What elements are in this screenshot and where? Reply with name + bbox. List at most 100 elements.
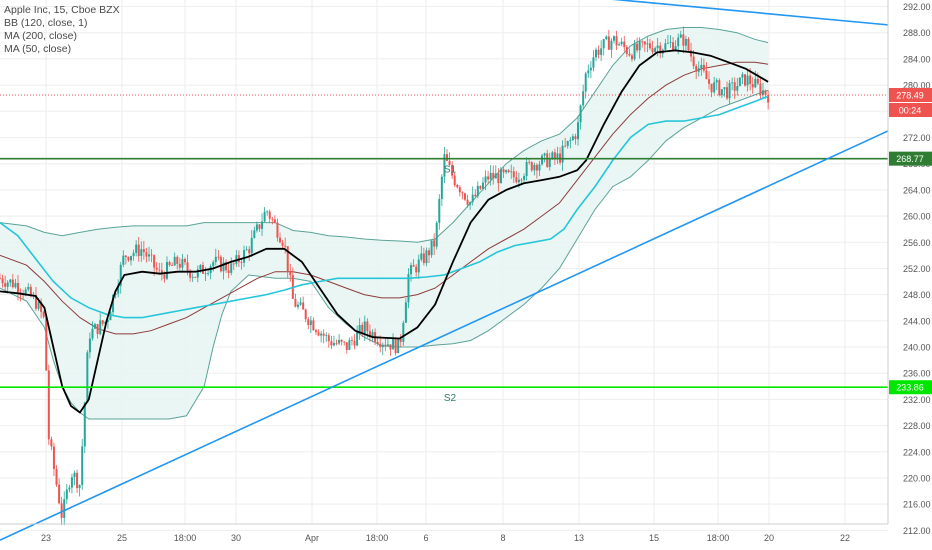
x-tick-label: 23 bbox=[41, 533, 51, 543]
candle-body bbox=[386, 344, 389, 346]
candle-body bbox=[135, 244, 138, 253]
x-tick-label: 30 bbox=[231, 533, 241, 543]
candle-body bbox=[746, 75, 749, 86]
candle-body bbox=[561, 145, 564, 163]
candle-body bbox=[165, 262, 168, 279]
x-tick-label: 18:00 bbox=[366, 533, 389, 543]
candle-body bbox=[589, 67, 592, 71]
candle-body bbox=[469, 202, 472, 205]
x-tick-label: 22 bbox=[840, 533, 850, 543]
bb-lower-line bbox=[0, 89, 769, 420]
candle-body bbox=[602, 39, 605, 49]
candle-body bbox=[227, 270, 230, 273]
candle-body bbox=[132, 252, 135, 256]
candle-body bbox=[109, 312, 112, 321]
candle-body bbox=[445, 154, 448, 161]
candle-body bbox=[636, 43, 639, 51]
candle-body bbox=[574, 136, 577, 140]
candle-body bbox=[761, 90, 764, 95]
candle-body bbox=[130, 255, 133, 261]
candle-body bbox=[181, 259, 184, 268]
candle-body bbox=[232, 263, 235, 265]
candle-body bbox=[366, 321, 369, 332]
candle-body bbox=[207, 273, 210, 274]
candle-body bbox=[345, 342, 348, 350]
candle-body bbox=[664, 43, 667, 50]
resistance-tag: 268.77 bbox=[896, 154, 924, 164]
candle-body bbox=[81, 446, 84, 486]
candle-body bbox=[142, 249, 145, 253]
candle-body bbox=[88, 338, 91, 353]
legend-bb[interactable]: BB (120, close, 1) bbox=[4, 17, 88, 29]
y-tick-label: 216.00 bbox=[903, 500, 931, 510]
legend-ma200[interactable]: MA (200, close) bbox=[4, 30, 77, 42]
y-tick-label: 212.00 bbox=[903, 526, 931, 536]
candle-body bbox=[0, 278, 1, 280]
candle-body bbox=[679, 34, 682, 38]
candle-body bbox=[309, 320, 312, 326]
candle-body bbox=[612, 36, 615, 41]
y-tick-label: 236.00 bbox=[903, 369, 931, 379]
candle-body bbox=[60, 503, 63, 518]
legend-ma50[interactable]: MA (50, close) bbox=[4, 43, 72, 55]
candle-body bbox=[16, 283, 19, 293]
candle-body bbox=[705, 70, 708, 80]
y-tick-label: 220.00 bbox=[903, 473, 931, 483]
candle-body bbox=[494, 173, 497, 179]
candle-body bbox=[582, 91, 585, 106]
candle-body bbox=[371, 332, 374, 337]
candle-body bbox=[122, 255, 125, 265]
y-tick-label: 232.00 bbox=[903, 395, 931, 405]
candle-body bbox=[296, 304, 299, 307]
candle-body bbox=[317, 332, 320, 336]
candle-body bbox=[350, 340, 353, 341]
candle-body bbox=[458, 187, 461, 193]
candle-body bbox=[767, 95, 770, 103]
candle-body bbox=[525, 161, 528, 177]
candle-body bbox=[451, 164, 454, 176]
candle-body bbox=[697, 68, 700, 72]
candle-body bbox=[361, 324, 364, 334]
candle-body bbox=[564, 145, 567, 147]
candle-body bbox=[754, 78, 757, 88]
y-tick-label: 248.00 bbox=[903, 290, 931, 300]
candle-body bbox=[160, 270, 163, 275]
candle-body bbox=[363, 321, 366, 334]
candle-body bbox=[461, 192, 464, 194]
countdown-tag: 00:24 bbox=[899, 106, 922, 116]
candle-body bbox=[510, 171, 513, 173]
candle-body bbox=[497, 173, 500, 184]
candle-body bbox=[119, 264, 122, 286]
candle-body bbox=[666, 42, 669, 44]
candle-body bbox=[178, 263, 181, 268]
candle-body bbox=[630, 55, 633, 60]
x-tick-label: 18:00 bbox=[174, 533, 197, 543]
candle-body bbox=[476, 185, 479, 197]
candle-body bbox=[731, 82, 734, 84]
candle-body bbox=[83, 402, 86, 447]
candle-body bbox=[255, 224, 258, 231]
candle-body bbox=[507, 170, 510, 173]
candle-body bbox=[171, 265, 174, 266]
candle-body bbox=[243, 250, 246, 263]
moving-averages bbox=[0, 49, 769, 414]
candle-body bbox=[430, 240, 433, 256]
candle-body bbox=[19, 292, 22, 294]
candle-body bbox=[422, 253, 425, 264]
candle-body bbox=[448, 160, 451, 165]
candle-body bbox=[656, 45, 659, 49]
candle-body bbox=[376, 341, 379, 344]
candle-body bbox=[684, 38, 687, 46]
x-tick-label: 25 bbox=[117, 533, 127, 543]
candle-body bbox=[312, 320, 315, 331]
candle-body bbox=[402, 322, 405, 342]
candle-body bbox=[517, 179, 520, 183]
legend-title[interactable]: Apple Inc, 15, Cboe BZX bbox=[4, 4, 120, 16]
candle-body bbox=[538, 164, 541, 171]
trendline-upper bbox=[612, 0, 889, 26]
candle-body bbox=[394, 338, 397, 354]
candle-body bbox=[600, 48, 603, 55]
candle-body bbox=[263, 211, 266, 222]
candle-body bbox=[651, 48, 654, 53]
